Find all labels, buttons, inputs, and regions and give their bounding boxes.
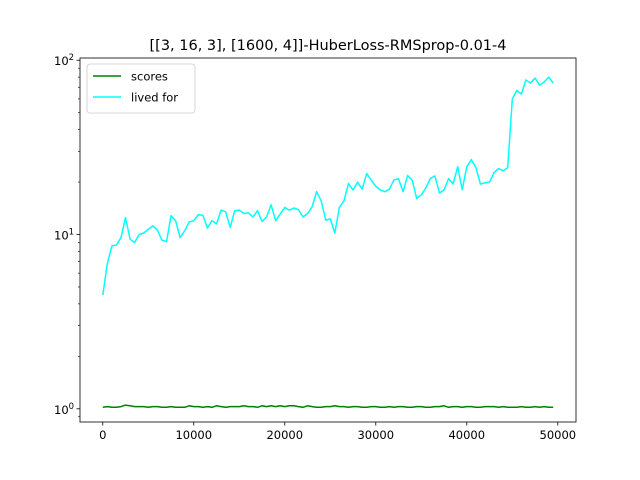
x-tick-label: 20000 — [266, 428, 303, 442]
plot-frame — [79, 57, 577, 423]
x-tick-label: 0 — [99, 428, 106, 442]
y-tick-base: 10 — [54, 54, 69, 68]
x-tick-label: 50000 — [540, 428, 577, 442]
legend: scores lived for — [86, 63, 196, 114]
y-tick-exponent: 0 — [69, 402, 74, 412]
y-tick-exponent: 2 — [69, 53, 74, 63]
y-tick-label: 100 — [54, 402, 74, 417]
legend-label: lived for — [131, 91, 178, 105]
y-tick-base: 10 — [54, 229, 69, 243]
y-tick-label: 102 — [54, 53, 74, 68]
y-tick-base: 10 — [54, 403, 69, 417]
x-axis: 0 10000 20000 30000 40000 50000 — [99, 422, 576, 442]
x-tick-label: 30000 — [357, 428, 394, 442]
chart-title: [[3, 16, 3], [1600, 4]]-HuberLoss-RMSpro… — [150, 38, 507, 54]
series-layer — [102, 76, 554, 409]
series-line-lived-for — [102, 76, 554, 296]
x-tick-label: 40000 — [448, 428, 485, 442]
series-line-scores — [102, 404, 554, 409]
legend-label: scores — [131, 70, 168, 84]
y-tick-label: 101 — [54, 228, 74, 243]
x-tick-label: 10000 — [175, 428, 212, 442]
y-tick-exponent: 1 — [69, 228, 74, 238]
